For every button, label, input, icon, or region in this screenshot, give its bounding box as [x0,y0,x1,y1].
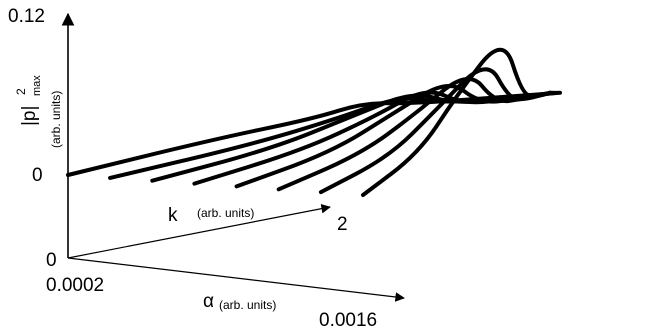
k-tick-end: 2 [337,214,348,235]
k-axis [67,203,331,259]
alpha-axis [67,257,405,302]
alpha-axis-units: (arb. units) [219,298,276,312]
z-axis-label-sub: max [31,75,43,96]
z-axis-label-sup: 2 [14,88,28,95]
origin-zero: 0 [46,250,57,271]
series-curve-8 [361,47,553,197]
z-tick-top: 0.12 [8,6,45,27]
k-axis-label: k [168,205,178,226]
z-tick-zero: 0 [32,165,43,186]
z-axis-label: |p| [19,106,40,126]
alpha-axis-label: α [203,291,214,312]
series-curve-1 [66,90,562,177]
k-axis-units: (arb. units) [197,206,254,220]
alpha-tick-end: 0.0016 [319,310,377,331]
alpha-tick-start: 0.0002 [46,275,104,296]
z-axis-units: (arb. units) [49,91,63,148]
series-group [66,47,562,197]
